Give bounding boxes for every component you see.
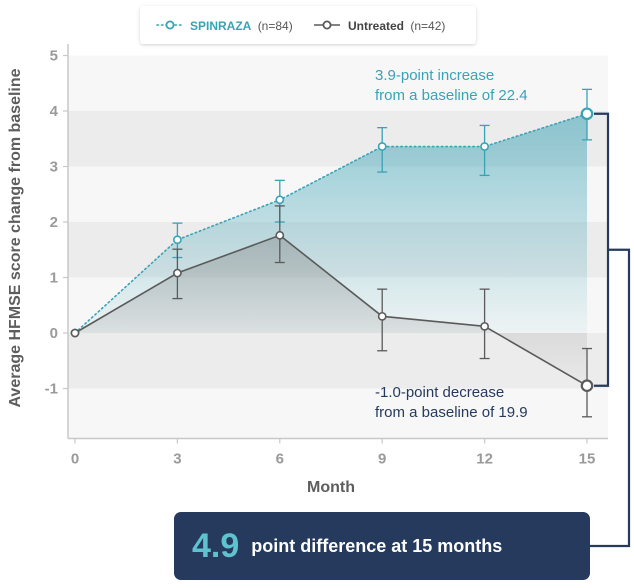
- y-tick-label: 2: [50, 214, 58, 231]
- data-point-untreated: [70, 328, 80, 338]
- difference-bracket: [590, 112, 631, 548]
- legend-label-spinraza: SPINRAZA (n=84): [190, 19, 293, 33]
- area-fills: [75, 113, 587, 386]
- series-line-untreated: [74, 234, 588, 387]
- data-point-spinraza: [580, 107, 594, 121]
- x-tick-label: 0: [71, 450, 79, 467]
- legend-label-untreated: Untreated (n=42): [348, 19, 445, 33]
- series-lines: [74, 112, 588, 387]
- data-points: [70, 107, 594, 393]
- data-point-untreated: [172, 268, 182, 278]
- difference-value: 4.9: [192, 526, 240, 565]
- y-tick-label: 1: [50, 270, 58, 287]
- x-tick-label: 3: [173, 450, 181, 467]
- data-point-spinraza: [172, 235, 182, 245]
- area-fill: [75, 235, 587, 386]
- x-tick-label: 12: [476, 450, 493, 467]
- data-point-untreated: [377, 311, 387, 321]
- y-tick-label: 5: [50, 48, 58, 65]
- annotation-spinraza: 3.9-point increase from a baseline of 22…: [375, 67, 528, 104]
- y-tick-label: 3: [50, 159, 58, 176]
- series-line-spinraza: [74, 112, 588, 334]
- y-tick-label: -1: [45, 381, 58, 398]
- data-point-untreated: [275, 230, 285, 240]
- x-tick-label: 6: [276, 450, 284, 467]
- background-band: [68, 55, 608, 111]
- y-axis-title: Average HFMSE score change from baseline: [7, 68, 24, 407]
- data-point-untreated: [580, 379, 594, 393]
- data-point-spinraza: [275, 195, 285, 205]
- difference-text: point difference at 15 months: [251, 535, 503, 556]
- x-axis-title: Month: [307, 479, 355, 496]
- y-tick-label: 0: [50, 325, 58, 342]
- annotation-untreated: -1.0-point decrease from a baseline of 1…: [375, 384, 528, 421]
- data-point-untreated: [480, 321, 489, 331]
- x-tick-label: 15: [579, 450, 596, 467]
- legend-box: [140, 6, 476, 44]
- data-point-spinraza: [377, 142, 387, 151]
- background-band: [68, 388, 608, 439]
- y-tick-label: 4: [50, 103, 59, 120]
- bracket-connector: [590, 248, 631, 548]
- data-point-spinraza: [480, 142, 489, 151]
- legend: SPINRAZA (n=84) Untreated (n=42): [140, 6, 476, 44]
- legend-swatch-spinraza: [156, 20, 184, 30]
- x-tick-label: 9: [378, 450, 386, 467]
- legend-swatch-untreated: [314, 20, 340, 30]
- difference-callout: 4.9 point difference at 15 months: [174, 512, 590, 580]
